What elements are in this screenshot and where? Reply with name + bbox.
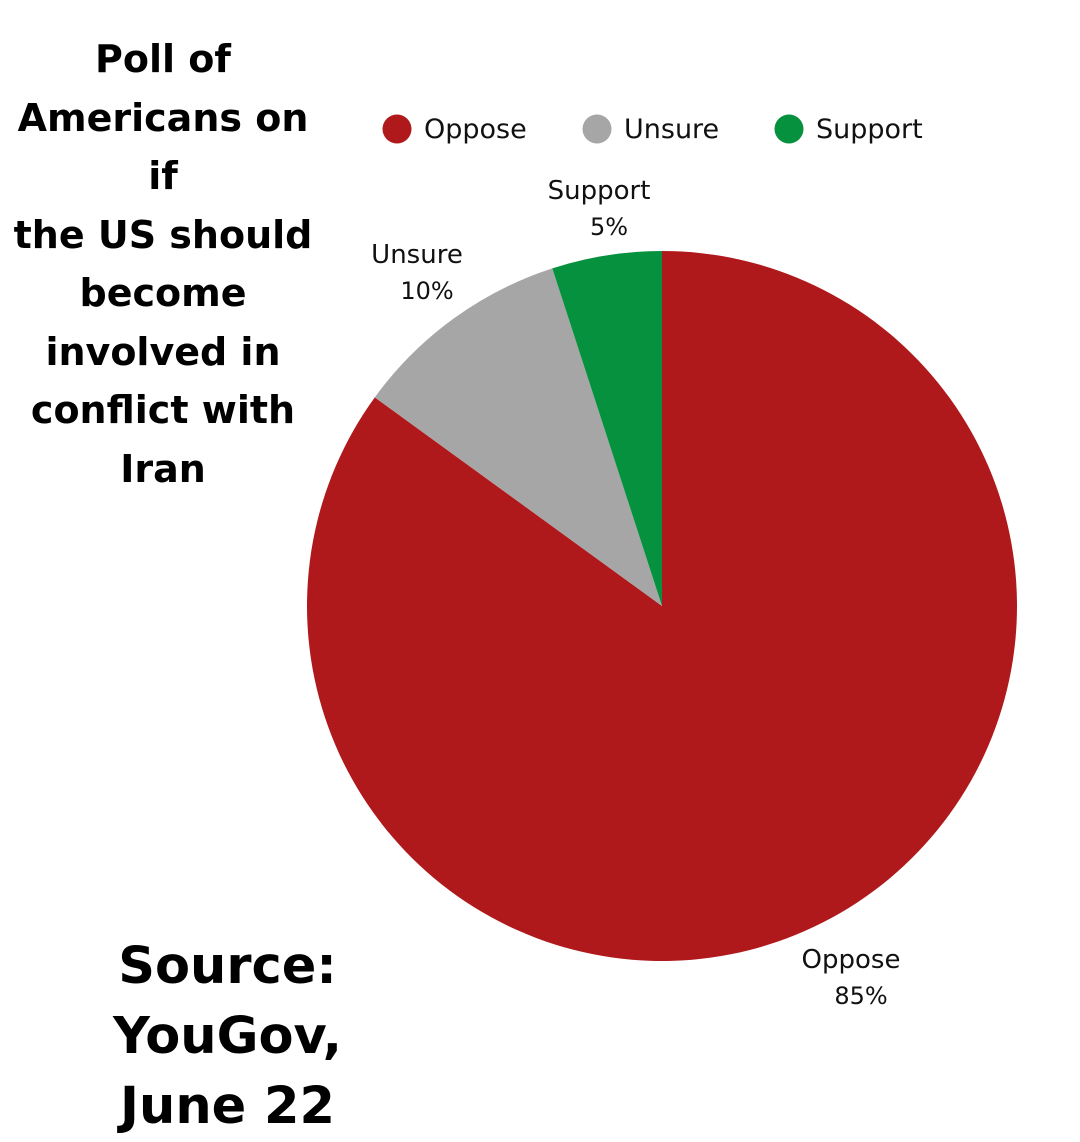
legend-item-support: Support (774, 114, 923, 145)
legend-label: Oppose (424, 114, 527, 145)
legend-swatch (582, 114, 612, 144)
pie-chart: Oppose 85% Unsure 10% Support 5% Oppose Unsure S… (307, 114, 1018, 1010)
legend-swatch (774, 114, 804, 144)
legend-label: Unsure (624, 114, 719, 145)
chart-title-line: become (79, 271, 247, 315)
chart-title-line: conflict with (30, 388, 296, 432)
slice-label-category: Oppose (802, 945, 901, 975)
slice-label-support: Support 5% (548, 176, 651, 241)
chart-title-line: Americans on if (17, 95, 309, 199)
chart-title: Poll of Americans on if the US should be… (0, 30, 326, 498)
source-line: June 22 (120, 1077, 335, 1136)
slice-label-value: 85% (834, 982, 887, 1010)
pie-slice-oppose (307, 251, 1018, 961)
legend-item-unsure: Unsure (582, 114, 719, 145)
legend-label: Support (816, 114, 923, 145)
slice-label-category: Unsure (371, 240, 463, 270)
slice-label-value: 5% (590, 213, 628, 241)
source-line: Source: YouGov, (113, 937, 342, 1066)
chart-title-line: the US should (13, 212, 313, 257)
chart-title-line: Poll of (95, 37, 231, 81)
legend-swatch (382, 114, 412, 144)
slice-label-oppose: Oppose 85% (802, 945, 901, 1010)
chart-title-line: involved in (45, 329, 281, 374)
slice-label-unsure: Unsure 10% (371, 240, 463, 305)
chart-title-line: Iran (120, 446, 206, 491)
legend-item-oppose: Oppose (382, 114, 527, 145)
pie-slice-support (552, 251, 662, 606)
slice-label-value: 10% (400, 277, 453, 305)
slice-label-category: Support (548, 176, 651, 206)
pie-slice-unsure (374, 268, 662, 606)
